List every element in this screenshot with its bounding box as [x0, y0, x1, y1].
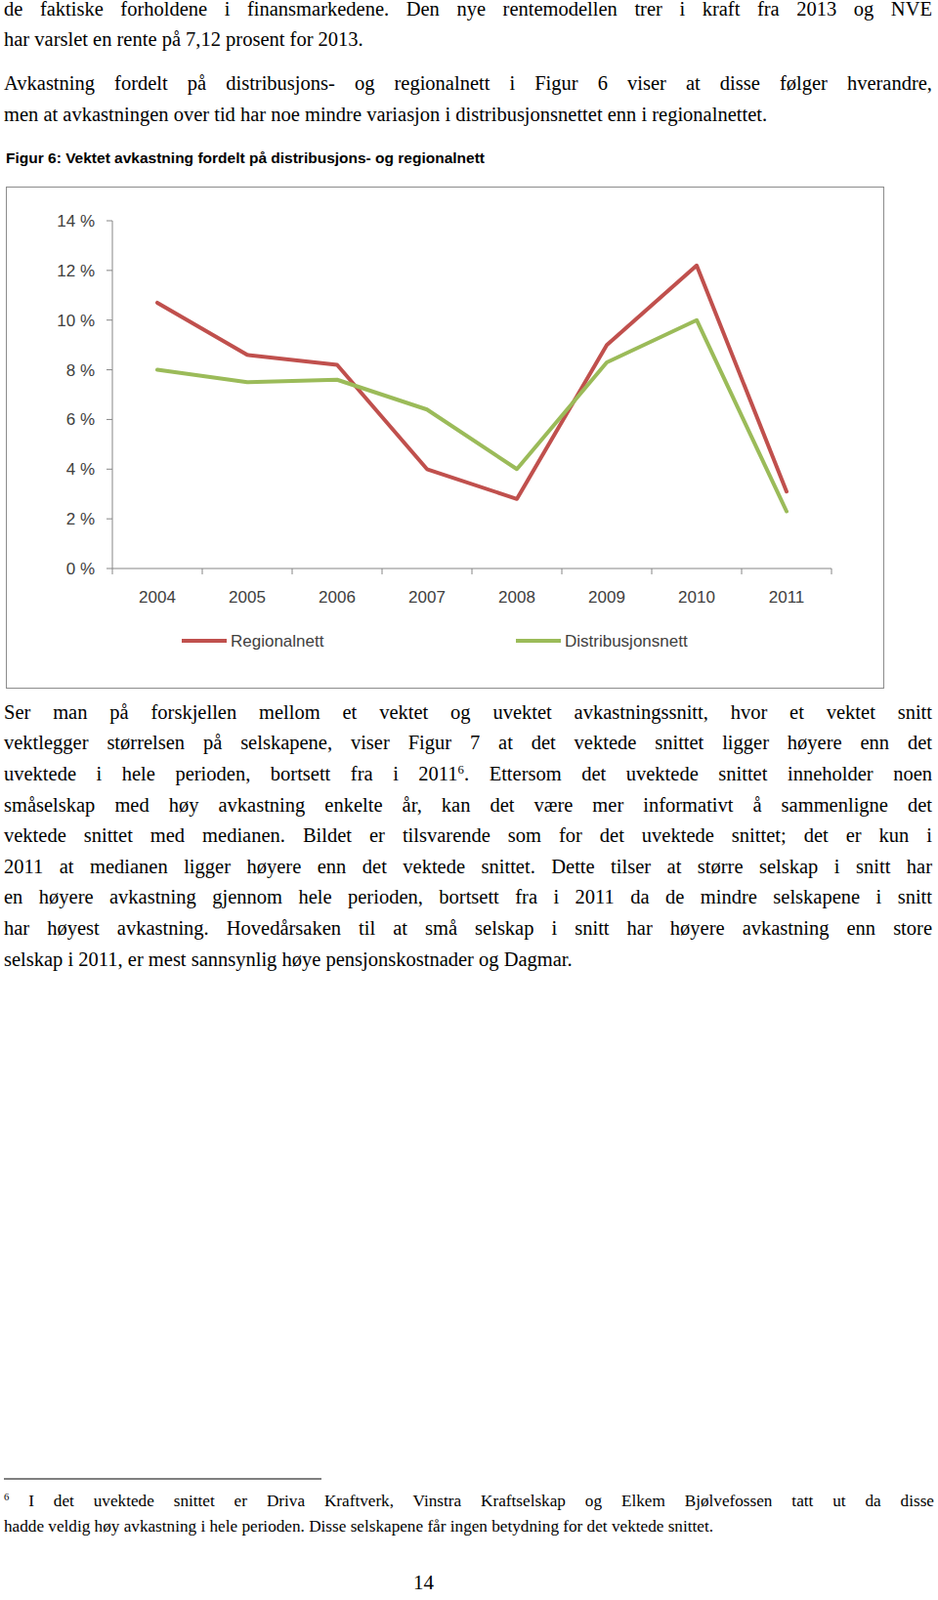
y-tick-label: 0 % — [66, 559, 95, 579]
x-tick-label: 2005 — [228, 588, 266, 607]
figure-caption: Figur 6: Vektet avkastning fordelt på di… — [5, 150, 485, 167]
text: . Ettersom det uvektede snittet innehold… — [464, 763, 933, 785]
text-line: småselskap med høy avkastning enkelte år… — [3, 795, 933, 816]
x-tick — [471, 568, 473, 575]
text: selskap i 2011, er mest sannsynlig høye … — [3, 948, 573, 971]
text: har høyest avkastning. Hovedårsaken til … — [3, 917, 933, 939]
x-tick-label: 2010 — [678, 588, 716, 607]
x-tick-label: 2009 — [588, 588, 626, 607]
text: vektede snittet med medianen. Bildet er … — [3, 824, 933, 847]
text-line: uvektede i hele perioden, bortsett fra i… — [3, 764, 933, 785]
text-line: 2011 at medianen ligger høyere enn det v… — [3, 856, 933, 878]
text: Ser man på forskjellen mellom et vektet … — [3, 701, 933, 724]
text-line: vektede snittet med medianen. Bildet er … — [3, 825, 933, 847]
y-tick-label: 6 % — [66, 410, 95, 429]
text: uvektede i hele perioden, bortsett fra i… — [3, 763, 459, 785]
footnote-ref: 6 — [458, 763, 465, 777]
legend-swatch — [515, 639, 561, 643]
x-tick — [741, 568, 743, 575]
plot-lines — [157, 265, 787, 512]
x-tick-label: 2006 — [318, 588, 356, 607]
text-line: de faktiske forholdene i finansmarkedene… — [3, 0, 933, 19]
legend-label: Distribusjonsnett — [564, 632, 688, 651]
text-line: har høyest avkastning. Hovedårsaken til … — [3, 918, 933, 939]
legend-swatch — [181, 639, 227, 643]
y-tick-label: 10 % — [56, 311, 95, 331]
y-tick-label: 2 % — [66, 510, 95, 529]
text-line: selskap i 2011, er mest sannsynlig høye … — [3, 949, 933, 971]
footnote-text: I det uvektede snittet er Driva Kraftver… — [28, 1492, 935, 1511]
text-line: Ser man på forskjellen mellom et vektet … — [3, 702, 933, 724]
text: en høyere avkastning gjennom hele period… — [3, 886, 933, 908]
x-tick — [292, 568, 294, 575]
y-tick — [106, 419, 113, 421]
text-line: en høyere avkastning gjennom hele period… — [3, 887, 933, 908]
x-tick — [202, 568, 204, 575]
y-tick-label: 8 % — [66, 361, 95, 381]
footnote-line: 6 I det uvektede snittet er Driva Kraftv… — [3, 1492, 935, 1510]
text-line: har varslet en rente på 7,12 prosent for… — [3, 29, 933, 50]
x-tick-label: 2008 — [498, 588, 536, 607]
x-tick — [651, 568, 653, 575]
text: 2011 at medianen ligger høyere enn det v… — [3, 855, 933, 878]
y-tick — [106, 568, 113, 570]
x-tick-label: 2011 — [768, 588, 806, 607]
text: vektlegger størrelsen på selskapene, vis… — [3, 731, 933, 754]
page-number: 14 — [413, 1573, 434, 1594]
footnote-number: 6 — [3, 1492, 9, 1503]
x-tick-label: 2004 — [138, 588, 176, 607]
x-tick-label: 2007 — [408, 588, 446, 607]
footnote-line: hadde veldig høy avkastning i hele perio… — [3, 1518, 935, 1535]
text-line: men at avkastningen over tid har noe min… — [3, 104, 933, 126]
y-tick — [106, 469, 113, 470]
x-tick — [831, 568, 833, 575]
y-tick — [106, 269, 113, 271]
series-line — [157, 320, 787, 512]
text: småselskap med høy avkastning enkelte år… — [3, 794, 933, 816]
y-tick — [106, 220, 113, 222]
legend-label: Regionalnett — [230, 632, 325, 651]
text-line: Avkastning fordelt på distribusjons- og … — [3, 73, 933, 94]
y-tick — [106, 518, 113, 520]
y-axis — [112, 220, 114, 569]
text: men at avkastningen over tid har noe min… — [3, 103, 768, 126]
y-tick — [106, 319, 113, 321]
chart-frame — [6, 187, 885, 689]
y-tick-label: 4 % — [66, 460, 95, 479]
text: har varslet en rente på 7,12 prosent for… — [3, 28, 364, 50]
x-tick — [382, 568, 384, 575]
y-tick-label: 12 % — [56, 261, 95, 281]
text-line: vektlegger størrelsen på selskapene, vis… — [3, 732, 933, 754]
footnote-text: hadde veldig høy avkastning i hele perio… — [3, 1517, 714, 1536]
y-tick — [106, 369, 113, 371]
x-tick — [112, 568, 114, 575]
y-tick-label: 14 % — [56, 212, 95, 231]
footnote-rule — [3, 1479, 322, 1481]
x-tick — [561, 568, 563, 575]
text: Avkastning fordelt på distribusjons- og … — [3, 72, 933, 94]
text: de faktiske forholdene i finansmarkedene… — [3, 0, 933, 20]
